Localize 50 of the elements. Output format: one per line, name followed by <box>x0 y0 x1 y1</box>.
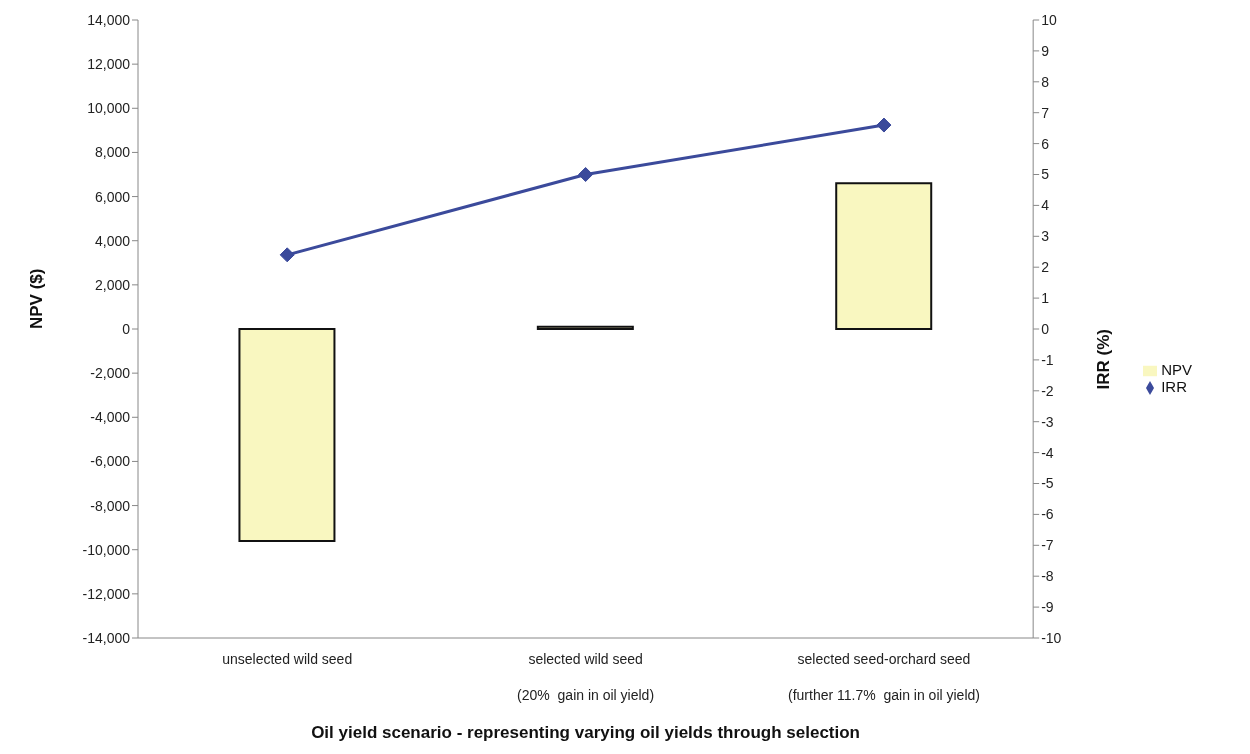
y-tick-label: 10,000 <box>87 100 131 117</box>
y2-tick-label: -8 <box>1041 568 1054 585</box>
y2-tick-label: 10 <box>1041 11 1057 28</box>
y-tick-label: -10,000 <box>82 541 131 558</box>
y2-tick-label: -4 <box>1041 444 1054 461</box>
y-tick-label: 0 <box>122 320 131 337</box>
y-tick-label: -4,000 <box>90 409 131 426</box>
legend-label: NPV <box>1161 360 1192 378</box>
point <box>279 247 295 263</box>
y2-tick-label: 1 <box>1041 290 1050 307</box>
bar <box>536 325 634 330</box>
point <box>578 167 594 182</box>
y-tick-label: -12,000 <box>82 585 131 602</box>
y2-tick-label: 0 <box>1041 320 1050 337</box>
y2-tick-label: -5 <box>1041 475 1054 492</box>
bar <box>835 182 933 330</box>
y2-tick-label: 3 <box>1041 228 1050 245</box>
y-axis-title: NPV ($) <box>27 268 47 329</box>
y-tick-label: 2,000 <box>94 276 131 293</box>
bar <box>238 328 336 542</box>
y2-tick-label: 2 <box>1041 259 1050 276</box>
y2-tick-label: -6 <box>1041 506 1054 523</box>
y2-tick-label: 9 <box>1041 42 1050 59</box>
category-label: selected wild seed (20% gain in oil yield) <box>517 651 655 703</box>
y-tick-label: -2,000 <box>90 365 131 382</box>
y2-tick-label: -3 <box>1041 413 1054 430</box>
y2-axis-title: IRR (%) <box>1094 329 1114 390</box>
y2-tick-label: 5 <box>1041 166 1050 183</box>
y-tick-label: 6,000 <box>94 188 131 205</box>
y-tick-label: -14,000 <box>82 629 131 646</box>
y2-tick-label: 6 <box>1041 135 1050 152</box>
y-tick-label: 8,000 <box>94 144 131 161</box>
category-label: selected seed-orchard seed (further 11.7% gain in oil yield) <box>787 651 980 703</box>
y-tick-label: 12,000 <box>87 56 131 73</box>
y2-tick-label: -7 <box>1041 537 1054 554</box>
y-tick-label: 14,000 <box>87 11 131 28</box>
y-tick-label: -6,000 <box>90 453 131 470</box>
y2-tick-label: 4 <box>1041 197 1050 214</box>
y2-tick-label: -10 <box>1041 629 1062 646</box>
y2-tick-label: -1 <box>1041 351 1054 368</box>
x-axis-title: Oil yield scenario - representing varying oil yields through selection <box>311 723 861 742</box>
y2-tick-label: -2 <box>1041 382 1054 399</box>
y2-tick-label: -9 <box>1041 599 1054 616</box>
y2-tick-label: 8 <box>1041 73 1050 90</box>
y2-tick-label: 7 <box>1041 104 1050 121</box>
y-tick-label: 4,000 <box>94 232 131 249</box>
legend-label: IRR <box>1161 378 1187 395</box>
x-tick-label: unselected wild seed <box>222 651 353 667</box>
y-tick-label: -8,000 <box>90 497 131 514</box>
point <box>876 117 892 133</box>
